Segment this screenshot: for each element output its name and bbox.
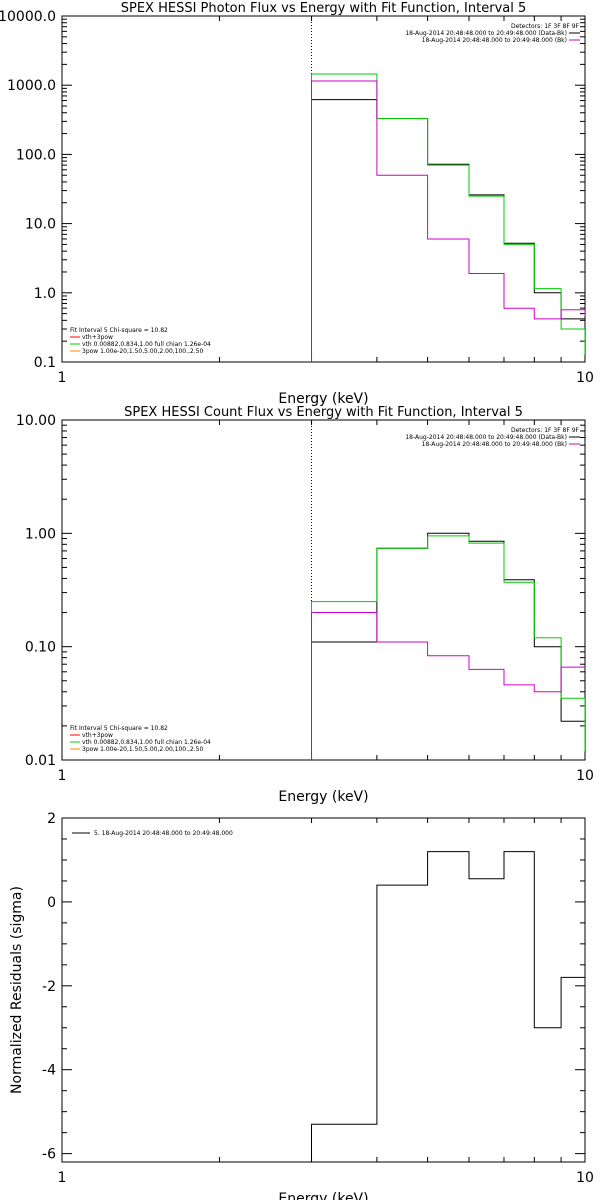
legend-entry: 18-Aug-2014 20:48:48.000 to 20:49:48.000… — [422, 37, 567, 44]
plot-frame — [61, 15, 586, 363]
x-tick-label: 10 — [576, 370, 594, 386]
legend-entry: 5. 18-Aug-2014 20:48:48.000 to 20:49:48.… — [94, 830, 233, 837]
y-tick-label: -2 — [42, 979, 56, 995]
series-group — [311, 73, 585, 362]
legend-entry: Fit Interval 5 Chi-square = 10.82 — [70, 327, 168, 334]
y-tick-label: -6 — [42, 1147, 56, 1163]
x-tick-label: 1 — [58, 768, 67, 784]
x-tick-label: 10 — [576, 1170, 594, 1186]
y-tick-label: 0.10 — [25, 640, 56, 656]
series-line-2 — [311, 535, 585, 760]
plot-frame — [61, 419, 586, 761]
x-tick-label: 10 — [576, 768, 594, 784]
x-axis-label: Energy (keV) — [278, 391, 368, 407]
y-tick-label: 1.0 — [34, 286, 56, 302]
series-group — [311, 851, 585, 1162]
y-axis-label: Normalized Residuals (sigma) — [9, 886, 25, 1094]
x-tick-label: 1 — [58, 1170, 67, 1186]
y-tick-label: 2 — [47, 811, 56, 827]
y-tick-label: 10.00 — [16, 413, 56, 429]
legend-entry: Detectors: 1F 3F 8F 9F — [511, 427, 580, 434]
legend-entry: 18-Aug-2014 20:48:48.000 to 20:49:48.000… — [405, 30, 567, 37]
y-tick-label: 100.0 — [16, 147, 56, 163]
plot-frame — [61, 817, 586, 1163]
chart-panel-3: Energy (keV) Normalized Residuals (sigma)… — [9, 811, 594, 1200]
legend-entry: vth+3pow — [82, 334, 113, 341]
series-line-1 — [311, 851, 585, 1162]
y-tick-label: -4 — [42, 1063, 56, 1079]
x-axis-label: Energy (keV) — [278, 789, 368, 805]
legend-entry: 3pow 1.00e-20,1.50,5.00,2.00,100.,2.50 — [82, 348, 203, 355]
legend-entry: 18-Aug-2014 20:48:48.000 to 20:49:48.000… — [405, 434, 567, 441]
y-tick-label: 0.01 — [25, 753, 56, 769]
legend-entry: Detectors: 1F 3F 8F 9F — [511, 23, 580, 30]
legend-entry: vth 0.00882,0.834,1.00 full chian 1.26e-… — [82, 739, 211, 746]
y-tick-label: 1000.0 — [7, 78, 56, 94]
legend-entry: 18-Aug-2014 20:48:48.000 to 20:49:48.000… — [422, 441, 567, 448]
chart-panel-2: SPEX HESSI Count Flux vs Energy with Fit… — [16, 405, 594, 805]
x-tick-label: 1 — [58, 370, 67, 386]
y-tick-label: 10000.0 — [0, 9, 56, 25]
y-tick-label: 10.0 — [25, 217, 56, 233]
legend-entry: 3pow 1.00e-20,1.50,5.00,2.00,100.,2.50 — [82, 746, 203, 753]
legend-entry: vth 0.00882,0.834,1.00 full chian 1.26e-… — [82, 341, 211, 348]
y-tick-label: 1.00 — [25, 526, 56, 542]
series-group — [311, 532, 585, 760]
legend-entry: vth+3pow — [82, 732, 113, 739]
series-line-3 — [311, 612, 585, 760]
series-line-1 — [311, 99, 585, 362]
chart-panel-1: SPEX HESSI Photon Flux vs Energy with Fi… — [0, 1, 594, 407]
chart-title: SPEX HESSI Count Flux vs Energy with Fit… — [124, 405, 523, 420]
series-line-1 — [311, 532, 585, 760]
y-tick-label: 0.1 — [34, 355, 56, 371]
chart-title: SPEX HESSI Photon Flux vs Energy with Fi… — [121, 1, 527, 16]
x-axis-label: Energy (keV) — [278, 1191, 368, 1200]
series-line-3 — [311, 80, 585, 362]
y-tick-label: 0 — [47, 895, 56, 911]
legend-entry: Fit Interval 5 Chi-square = 10.82 — [70, 725, 168, 732]
